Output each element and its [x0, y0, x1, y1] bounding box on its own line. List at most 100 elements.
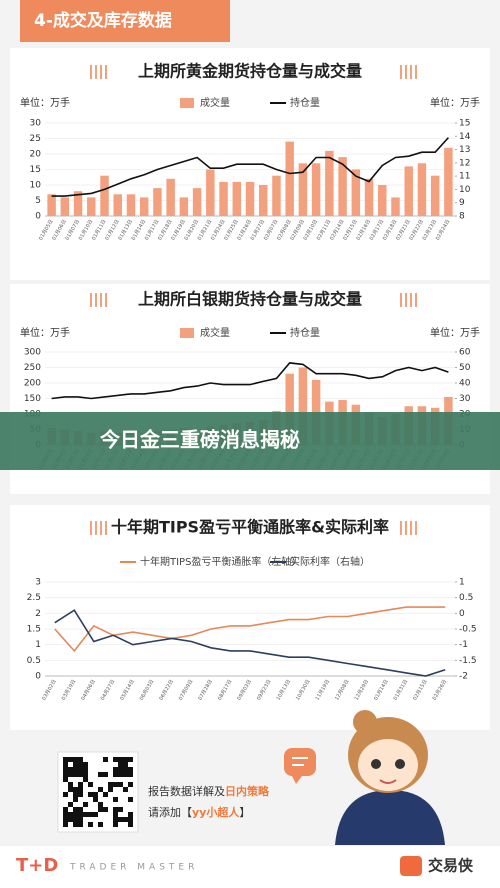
qr-cell: [73, 787, 78, 792]
y2-tick-label: 10: [459, 185, 471, 195]
y-tick-label: 0.5: [27, 656, 41, 666]
banner[interactable]: [0, 412, 500, 470]
chart-title: 十年期TIPS盈亏平衡通胀率&实际利率: [111, 518, 389, 537]
y-tick-label: 25: [30, 134, 41, 144]
line: [54, 606, 446, 653]
bar: [338, 157, 347, 216]
qr-cell: [63, 812, 68, 817]
qr-cell: [123, 767, 128, 772]
y-tick-label: 2.5: [27, 593, 41, 603]
footer-line2: 请添加【yy小超人】: [148, 805, 250, 819]
title-deco: [415, 293, 417, 307]
qr-cell: [103, 757, 108, 762]
qr-cell: [113, 767, 118, 772]
y-tick-label: 10: [30, 181, 42, 191]
qr-cell: [63, 822, 68, 827]
qr-cell: [113, 812, 118, 817]
bar: [60, 197, 70, 216]
banner-text[interactable]: 今日金三重磅消息揭秘: [100, 428, 300, 452]
chart-title: 上期所黄金期货持仓量与成交量: [138, 62, 362, 81]
qr-cell: [103, 792, 108, 797]
title-deco: [100, 65, 102, 79]
qr-cell: [73, 807, 78, 812]
qr-cell: [108, 787, 113, 792]
y2-unit: 单位：万手: [430, 96, 480, 109]
title-deco: [410, 65, 412, 79]
qr-cell: [68, 782, 73, 787]
qr-cell: [118, 817, 123, 822]
title-deco: [100, 293, 102, 307]
title-deco: [105, 65, 107, 79]
brand-icon: [400, 856, 422, 876]
qr-cell: [113, 772, 118, 777]
title-deco: [90, 293, 92, 307]
qr-cell: [128, 757, 133, 762]
bar: [139, 197, 149, 216]
title-deco: [95, 521, 97, 535]
qr-cell: [68, 817, 73, 822]
title-deco: [95, 65, 97, 79]
qr-cell: [63, 772, 68, 777]
bar: [285, 373, 294, 445]
bubble-tail: [292, 776, 302, 784]
qr-cell: [93, 812, 98, 817]
bar: [206, 169, 215, 216]
qr-cell: [73, 812, 78, 817]
title-deco: [405, 521, 407, 535]
y-tick-label: 5: [35, 196, 41, 206]
qr-cell: [78, 757, 83, 762]
y2-tick-label: 9: [459, 198, 465, 208]
qr-cell: [63, 777, 68, 782]
y2-tick-label: 13: [459, 145, 470, 155]
legend-label: 持仓量: [290, 326, 320, 339]
qr-cell: [98, 772, 103, 777]
y2-tick-label: 1: [459, 578, 465, 588]
qr-cell: [113, 797, 118, 802]
qr-cell: [78, 787, 83, 792]
chart-title: 上期所白银期货持仓量与成交量: [138, 290, 362, 309]
footer-line1: 报告数据详解及日内策略: [148, 784, 270, 798]
y-tick-label: 3: [35, 578, 41, 588]
bar: [219, 181, 228, 216]
bar: [364, 178, 374, 216]
legend-label: 实际利率（右轴）: [290, 555, 370, 568]
title-deco: [400, 521, 402, 535]
y-tick-label: 0: [35, 212, 41, 222]
title-deco: [405, 293, 407, 307]
qr-cell: [113, 757, 118, 762]
y2-tick-label: -1.5: [459, 656, 477, 666]
bar: [113, 194, 122, 216]
bar: [285, 141, 294, 216]
qr-cell: [68, 812, 73, 817]
y-tick-label: 1.5: [27, 625, 41, 635]
qr-cell: [78, 762, 83, 767]
line: [51, 137, 449, 197]
bar: [378, 185, 387, 216]
y2-tick-label: 40: [459, 379, 471, 389]
title-deco: [105, 293, 107, 307]
qr-cell: [78, 792, 83, 797]
qr-cell: [73, 792, 78, 797]
title-deco: [410, 521, 412, 535]
y-tick-label: 1: [35, 640, 41, 650]
title-deco: [410, 293, 412, 307]
qr-cell: [128, 772, 133, 777]
speech-bubble: [284, 748, 316, 776]
y2-tick-label: 60: [459, 348, 471, 358]
title-deco: [415, 65, 417, 79]
y-tick-label: 15: [30, 165, 41, 175]
qr-cell: [73, 817, 78, 822]
qr-cell: [83, 802, 88, 807]
legend-label: 成交量: [200, 96, 230, 109]
qr-cell: [78, 807, 83, 812]
bar: [232, 181, 242, 216]
y2-tick-label: -1: [459, 640, 468, 650]
qr-cell: [83, 767, 88, 772]
y2-tick-label: 15: [459, 119, 470, 129]
qr-cell: [118, 772, 123, 777]
bar: [404, 166, 413, 216]
qr-cell: [68, 787, 73, 792]
qr-cell: [113, 822, 118, 827]
bar: [166, 178, 175, 216]
qr-cell: [68, 767, 73, 772]
